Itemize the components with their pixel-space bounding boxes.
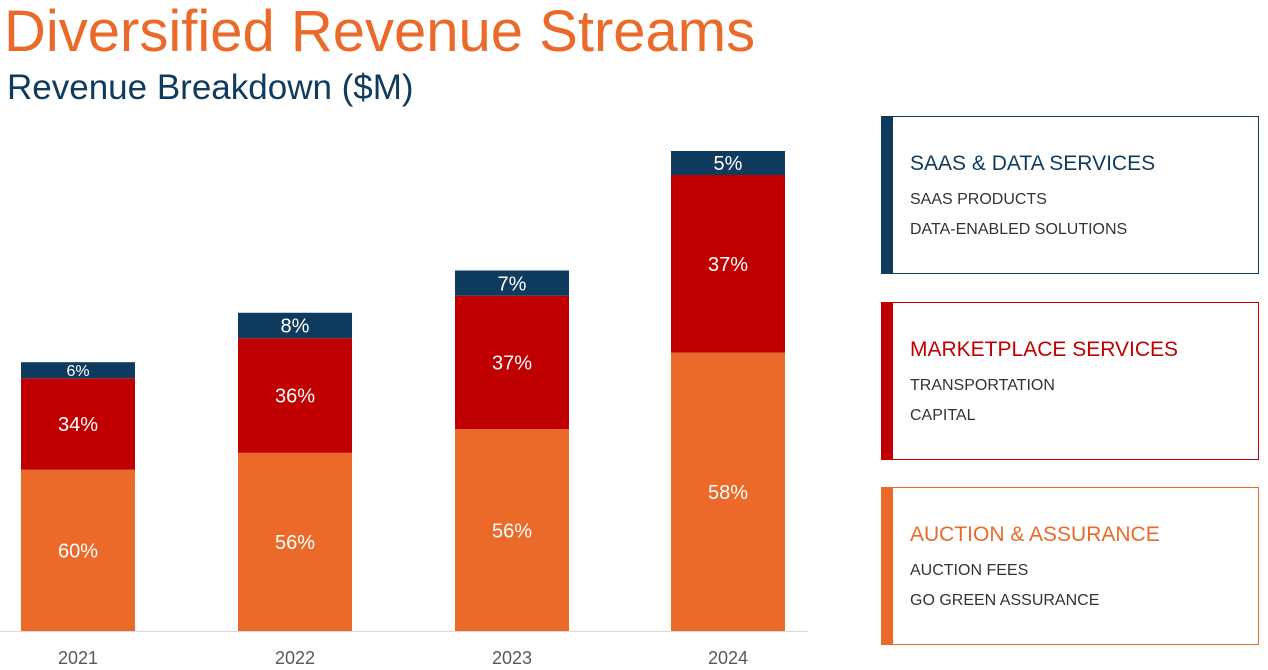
bar-segment-saas-2023 bbox=[455, 270, 569, 296]
chart-subtitle: Revenue Breakdown ($M) bbox=[7, 68, 414, 107]
data-label-auction-2024: 58% bbox=[708, 482, 748, 504]
legend-item-capital: CAPITAL bbox=[910, 407, 976, 424]
legend-item-saas-products: SAAS PRODUCTS bbox=[910, 191, 1047, 208]
bar-segment-auction-2022 bbox=[238, 452, 352, 631]
bar-segment-auction-2021 bbox=[21, 469, 135, 631]
legend-title-auction: AUCTION & ASSURANCE bbox=[910, 523, 1160, 546]
data-label-auction-2023: 56% bbox=[492, 520, 532, 542]
legend-item-go-green-assurance: GO GREEN ASSURANCE bbox=[910, 592, 1100, 609]
page-title: Diversified Revenue Streams bbox=[4, 0, 756, 64]
legend-title-marketplace: MARKETPLACE SERVICES bbox=[910, 338, 1179, 361]
revenue-stacked-bar-chart: 60% 34% 6% 56% 36% 8% 56% 37% 7% 58% 37% 5% 2021 202… bbox=[0, 151, 808, 668]
legend-item-auction-fees: AUCTION FEES bbox=[910, 562, 1029, 579]
data-label-auction-2022: 56% bbox=[275, 532, 315, 554]
data-label-auction-2021: 60% bbox=[58, 541, 98, 563]
bar-segment-auction-2024 bbox=[671, 352, 785, 631]
legend-item-data-enabled-solutions: DATA-ENABLED SOLUTIONS bbox=[910, 221, 1128, 238]
legend-item-transportation: TRANSPORTATION bbox=[910, 377, 1055, 394]
data-label-marketplace-2021: 34% bbox=[58, 414, 98, 436]
legend-card-marketplace: MARKETPLACE SERVICES TRANSPORTATION CAPI… bbox=[881, 302, 1259, 460]
bar-segment-marketplace-2024 bbox=[671, 175, 785, 353]
bar-segment-saas-2022 bbox=[238, 312, 352, 339]
legend-title-saas: SAAS & DATA SERVICES bbox=[910, 152, 1156, 175]
bar-segment-marketplace-2023 bbox=[455, 295, 569, 430]
bar-segment-marketplace-2022 bbox=[238, 338, 352, 453]
data-label-marketplace-2023: 37% bbox=[492, 353, 532, 375]
bar-segment-auction-2023 bbox=[455, 429, 569, 631]
data-label-saas-2022: 8% bbox=[281, 316, 310, 338]
bar-segment-saas-2024 bbox=[671, 151, 785, 175]
legend-card-auction: AUCTION & ASSURANCE AUCTION FEES GO GREE… bbox=[881, 487, 1259, 645]
bar-segment-marketplace-2021 bbox=[21, 378, 135, 470]
legend-card-saas: SAAS & DATA SERVICES SAAS PRODUCTS DATA-… bbox=[881, 116, 1259, 274]
x-tick-label-2024: 2024 bbox=[708, 648, 748, 668]
data-label-saas-2023: 7% bbox=[498, 273, 527, 295]
data-label-saas-2021: 6% bbox=[66, 363, 89, 380]
data-label-saas-2024: 5% bbox=[714, 153, 743, 175]
x-tick-label-2021: 2021 bbox=[58, 648, 98, 668]
data-label-marketplace-2024: 37% bbox=[708, 254, 748, 276]
bar-segment-saas-2021 bbox=[21, 362, 135, 379]
x-tick-label-2023: 2023 bbox=[492, 648, 532, 668]
data-label-marketplace-2022: 36% bbox=[275, 386, 315, 408]
x-tick-label-2022: 2022 bbox=[275, 648, 315, 668]
